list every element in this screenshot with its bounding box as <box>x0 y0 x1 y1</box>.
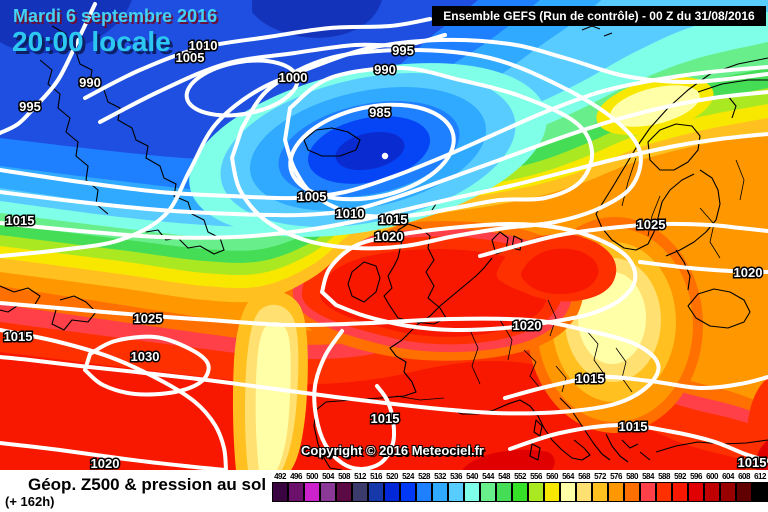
isobar-label: 995 <box>19 99 41 114</box>
scale-cell: 600 <box>704 471 720 502</box>
scale-cell: 608 <box>736 471 752 502</box>
date-label: Mardi 6 septembre 2016 <box>13 6 218 26</box>
scale-cell: 564 <box>560 471 576 502</box>
isobar-label: 1020 <box>375 229 404 244</box>
copyright-label: Copyright © 2016 Meteociel.fr <box>301 443 484 458</box>
isobar-label: 1025 <box>134 311 163 326</box>
isobar-label: 1015 <box>4 329 33 344</box>
scale-cell: 584 <box>640 471 656 502</box>
isobar-label: 1005 <box>298 189 327 204</box>
scale-cell: 512 <box>352 471 368 502</box>
map-area: 1010 1005 990 995 1015 1000 995 990 985 1005 1010 1… <box>0 0 768 470</box>
isobar-label: 985 <box>369 105 391 120</box>
scale-cell: 544 <box>480 471 496 502</box>
chart-title: Géop. Z500 & pression au sol <box>28 475 267 494</box>
time-label: 20:00 locale <box>12 26 171 57</box>
isobar-label: 1015 <box>6 213 35 228</box>
isobar-label: 1020 <box>91 456 120 470</box>
scale-cell: 556 <box>528 471 544 502</box>
isobar-label: 1020 <box>513 318 542 333</box>
isobar-label: 1015 <box>371 411 400 426</box>
color-scale: 492 496 500 504 508 512 516 520 524 528 532 536 540 5… <box>272 471 768 511</box>
scale-cell: 520 <box>384 471 400 502</box>
isobar-label: 1005 <box>176 50 205 65</box>
scale-cell: 560 <box>544 471 560 502</box>
scale-cell: 508 <box>336 471 352 502</box>
isobar-label: 1030 <box>131 349 160 364</box>
scale-cell: 516 <box>368 471 384 502</box>
isobar-lines <box>0 2 768 470</box>
isobar-label: 1015 <box>738 455 767 470</box>
scale-cell: 552 <box>512 471 528 502</box>
isobar-label: 1015 <box>576 371 605 386</box>
scale-cell: 528 <box>416 471 432 502</box>
isobar-label: 995 <box>392 43 414 58</box>
scale-cell: 592 <box>672 471 688 502</box>
scale-cell: 568 <box>576 471 592 502</box>
isobar-label: 1000 <box>279 70 308 85</box>
footer-bar: Géop. Z500 & pression au sol (+ 162h) 49… <box>0 470 768 512</box>
isobar-label: 1015 <box>619 419 648 434</box>
scale-cell: 504 <box>320 471 336 502</box>
isobar-label: 1015 <box>379 212 408 227</box>
scale-cell: 588 <box>656 471 672 502</box>
isobar-label: 1010 <box>336 206 365 221</box>
scale-cell: 540 <box>464 471 480 502</box>
scale-cell: 532 <box>432 471 448 502</box>
scale-cell: 524 <box>400 471 416 502</box>
forecast-step-label: (+ 162h) <box>5 494 55 509</box>
scale-cell: 536 <box>448 471 464 502</box>
scale-cell: 604 <box>720 471 736 502</box>
scale-cell: 572 <box>592 471 608 502</box>
isobar-label: 990 <box>79 75 101 90</box>
scale-cell: 576 <box>608 471 624 502</box>
scale-cell: 548 <box>496 471 512 502</box>
isobar-label: 1025 <box>637 217 666 232</box>
scale-cell: 612 <box>752 471 768 502</box>
scale-cell: 496 <box>288 471 304 502</box>
run-info-box: Ensemble GEFS (Run de contrôle) - 00 Z d… <box>432 6 766 26</box>
scale-cell: 596 <box>688 471 704 502</box>
scale-cell: 492 <box>272 471 288 502</box>
isobar-label: 1010 <box>189 38 218 53</box>
isobar-label: 1020 <box>734 265 763 280</box>
scale-cell: 500 <box>304 471 320 502</box>
scale-cell: 580 <box>624 471 640 502</box>
isobar-label: 990 <box>374 62 396 77</box>
